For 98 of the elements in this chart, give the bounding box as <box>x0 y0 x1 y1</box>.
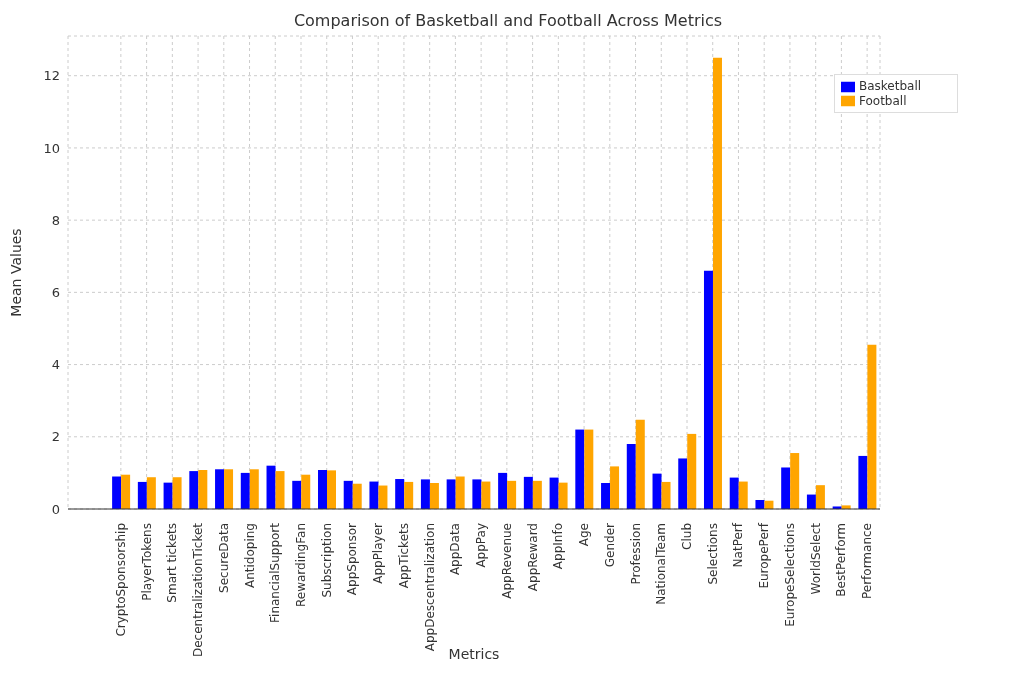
bar <box>712 57 722 509</box>
x-tick-label: AppReward <box>525 523 540 592</box>
bar <box>678 458 688 509</box>
bar <box>455 476 465 509</box>
bar <box>378 485 388 509</box>
y-tick-label: 2 <box>51 429 60 445</box>
bar <box>240 472 250 509</box>
bar <box>163 482 173 509</box>
bar <box>858 455 868 509</box>
bar <box>790 453 800 509</box>
bar <box>429 483 439 509</box>
bar <box>189 471 199 509</box>
bar <box>867 344 877 509</box>
bar <box>249 469 259 509</box>
y-tick-label: 8 <box>51 212 60 228</box>
x-tick-label: AppSponsor <box>345 522 360 596</box>
bar <box>266 465 276 509</box>
x-tick-label: Selections <box>705 523 720 585</box>
bar <box>472 479 482 509</box>
bar <box>507 480 517 509</box>
chart-title: Comparison of Basketball and Football Across Metrics <box>292 10 724 32</box>
x-tick-label: SecureData <box>216 523 231 593</box>
bar <box>369 481 379 509</box>
bar <box>729 477 739 509</box>
bar <box>121 474 131 509</box>
bar <box>575 429 585 509</box>
x-tick-label: Club <box>680 523 694 550</box>
x-tick-label: RewardingFan <box>294 523 308 608</box>
x-tick-label: Antidoping <box>242 523 257 588</box>
x-tick-label: AppInfo <box>551 523 566 570</box>
bar <box>806 494 816 509</box>
bar <box>558 482 568 509</box>
bar <box>198 470 208 509</box>
x-tick-label: EuropeSelections <box>782 523 797 627</box>
bar <box>687 433 697 509</box>
x-tick-label: NatPerf <box>731 522 746 568</box>
bar <box>343 480 353 509</box>
x-tick-label: AppData <box>448 523 463 576</box>
bar <box>112 476 122 509</box>
bar <box>532 480 542 509</box>
x-tick-label: Performance <box>860 523 875 600</box>
legend-label: Basketball <box>859 79 922 93</box>
bar <box>172 477 182 509</box>
bar <box>481 481 491 509</box>
bar <box>584 429 594 509</box>
bar <box>420 479 430 509</box>
y-tick-label: 0 <box>51 501 60 517</box>
x-tick-label: Gender <box>602 522 617 568</box>
x-tick-label: FinancialSupport <box>268 522 283 623</box>
x-tick-label: AppPlayer <box>371 522 386 584</box>
y-tick-label: 12 <box>43 68 60 84</box>
x-tick-label: NationalTeam <box>654 523 669 605</box>
bar <box>661 481 671 509</box>
x-tick-label: PlayerTokens <box>139 523 154 601</box>
x-tick-label: EuropePerf <box>757 522 772 589</box>
bar <box>815 485 825 509</box>
x-tick-label: BestPerform <box>834 523 849 597</box>
bar <box>215 469 225 509</box>
bar <box>292 480 302 509</box>
x-tick-label: AppRevenue <box>499 523 514 599</box>
x-tick-label: AppPay <box>474 523 489 568</box>
bar <box>626 444 636 509</box>
y-tick-label: 6 <box>51 284 60 300</box>
bar <box>301 474 311 509</box>
legend-label: Football <box>859 93 907 108</box>
bar <box>137 481 147 509</box>
bar <box>601 483 611 509</box>
x-axis-title: Metrics <box>448 646 500 662</box>
bar <box>326 470 336 509</box>
x-tick-label: Profession <box>628 523 643 585</box>
bar <box>549 477 559 509</box>
x-tick-label: Smart tickets <box>165 523 180 603</box>
bar <box>635 419 645 509</box>
x-tick-label: CryptoSponsorship <box>113 523 128 637</box>
bar <box>498 472 508 509</box>
bar <box>781 467 791 509</box>
y-axis-title: Mean Values <box>7 228 24 317</box>
bar <box>146 477 156 509</box>
bar <box>703 270 713 509</box>
x-tick-label: WorldSelect <box>808 522 823 595</box>
bar <box>352 483 362 509</box>
bar <box>652 473 662 509</box>
bar <box>224 469 234 509</box>
x-tick-label: DecentralizationTicket <box>191 522 206 658</box>
y-tick-label: 4 <box>51 357 60 373</box>
bar <box>404 481 414 509</box>
bar <box>738 481 748 509</box>
bar <box>610 466 620 509</box>
bar <box>523 476 533 509</box>
x-tick-label: AppTickets <box>396 523 411 589</box>
x-tick-label: Age <box>577 523 592 547</box>
bar <box>395 479 405 509</box>
y-tick-label: 10 <box>43 140 60 156</box>
bar <box>446 479 456 509</box>
x-tick-label: AppDescentralization <box>422 523 437 652</box>
x-tick-label: Subscription <box>319 523 334 598</box>
bar <box>317 470 327 509</box>
bar <box>275 471 285 509</box>
